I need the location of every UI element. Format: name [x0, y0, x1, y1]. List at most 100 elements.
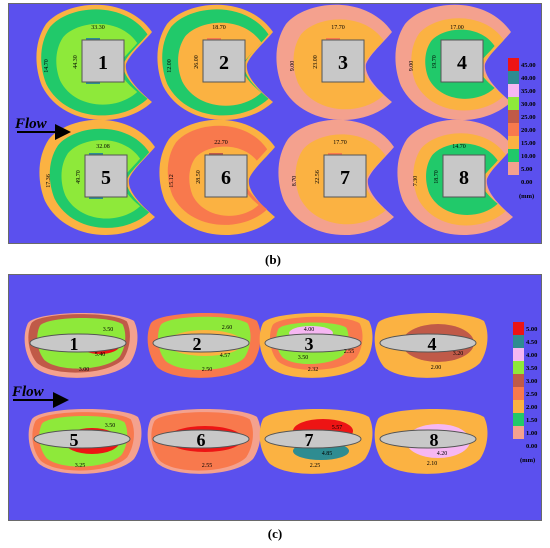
contour-label: 2.00 — [431, 365, 442, 371]
legend-tick: 30.00 — [521, 101, 536, 108]
legend-swatch — [513, 400, 524, 413]
pier-7-group: 7 17.70 8.70 22.56 — [278, 119, 394, 236]
pier-number: 6 — [221, 167, 231, 189]
pier-2-group: 2 2.60 4.57 2.50 — [147, 312, 261, 378]
left-depth-label: 8.70 — [292, 176, 298, 187]
pier-1-group: 1 33.30 14.70 44.30 — [36, 4, 152, 121]
legend-tick: 15.00 — [521, 140, 536, 147]
top-depth-label: 18.70 — [212, 25, 226, 31]
pier-number: 4 — [457, 52, 467, 74]
legend-tick: 40.00 — [521, 75, 536, 82]
left-depth-label: 15.12 — [169, 174, 175, 188]
contour-label: 4.20 — [437, 451, 448, 457]
pier-ellipse — [29, 333, 127, 353]
left-depth-label: 12.00 — [167, 59, 173, 73]
pier-ellipse — [264, 333, 362, 353]
contour-label: 5.57 — [332, 425, 343, 431]
top-depth-label: 32.08 — [96, 144, 110, 150]
pier-ellipse — [379, 429, 477, 449]
left-depth-label: 7.30 — [413, 176, 419, 187]
pier-number: 1 — [70, 334, 79, 354]
legend-c: 5.00 4.50 4.00 3.50 3.00 2.50 2.00 1.50 … — [513, 322, 537, 464]
pier-5-group: 5 3.50 3.25 — [28, 408, 142, 474]
pier-ellipse — [152, 429, 250, 449]
legend-swatch — [513, 387, 524, 400]
panel-c-svg: 1 3.50 5.40 3.00 2 2.60 4.57 2.50 3 4.00… — [11, 312, 537, 474]
contour-label: 4.85 — [322, 451, 333, 457]
inner-depth-label: 49.70 — [76, 170, 82, 184]
contour-label: 3.25 — [75, 463, 86, 469]
pier-ellipse — [264, 429, 362, 449]
legend-tick: 5.00 — [526, 326, 537, 333]
panel-b-svg: 1 33.30 14.70 44.30 2 18.70 12.00 26.00 … — [14, 4, 536, 236]
pier-ellipse — [152, 333, 250, 353]
pier-number: 5 — [101, 167, 111, 189]
inner-depth-label: 22.56 — [315, 170, 321, 184]
panel-b-square-piers: 1 33.30 14.70 44.30 2 18.70 12.00 26.00 … — [8, 3, 542, 244]
pier-number: 5 — [70, 430, 79, 450]
pier-square — [204, 154, 248, 198]
contour-label: 2.25 — [310, 463, 321, 469]
legend-swatch — [513, 413, 524, 426]
legend-swatch — [513, 426, 524, 439]
pier-8-group: 8 14.70 7.30 18.70 — [397, 119, 513, 236]
pier-ellipse — [33, 429, 131, 449]
pier-square — [440, 39, 484, 83]
left-depth-label: 9.00 — [409, 61, 415, 72]
left-depth-label: 14.70 — [44, 59, 50, 73]
contour-label: 3.50 — [103, 327, 114, 333]
legend-swatch — [508, 149, 519, 162]
pier-number: 3 — [338, 52, 348, 74]
legend-tick: 4.50 — [526, 339, 537, 346]
pier-6-group: 6 22.70 15.12 28.50 — [159, 119, 275, 236]
pier-2-group: 2 18.70 12.00 26.00 — [157, 4, 273, 121]
flow-label: Flow — [14, 116, 48, 132]
legend-tick: 10.00 — [521, 153, 536, 160]
pier-3-group: 3 17.70 9.00 23.00 — [276, 4, 392, 121]
legend-unit: (mm) — [519, 193, 534, 200]
legend-swatch — [508, 58, 519, 71]
legend-swatch — [513, 322, 524, 335]
pier-8-group: 8 4.20 2.10 — [374, 408, 488, 474]
legend-swatch — [513, 439, 524, 452]
legend-swatch — [508, 136, 519, 149]
legend-swatch — [508, 162, 519, 175]
legend-tick: 35.00 — [521, 88, 536, 95]
inner-depth-label: 26.00 — [194, 55, 200, 69]
pier-1-group: 1 3.50 5.40 3.00 — [24, 312, 138, 378]
legend-swatch — [508, 175, 519, 188]
pier-number: 2 — [219, 52, 229, 74]
top-depth-label: 17.70 — [333, 140, 347, 146]
legend-swatch — [508, 97, 519, 110]
legend-tick: 0.00 — [521, 179, 532, 186]
legend-swatch — [513, 374, 524, 387]
pier-number: 8 — [459, 167, 469, 189]
pier-number: 4 — [428, 334, 437, 354]
pier-number: 8 — [430, 430, 439, 450]
legend-tick: 5.00 — [521, 166, 532, 173]
inner-depth-label: 19.70 — [432, 55, 438, 69]
inner-depth-label: 28.50 — [196, 170, 202, 184]
legend-tick: 4.00 — [526, 352, 537, 359]
contour-label: 2.50 — [202, 367, 213, 373]
legend-swatch — [508, 84, 519, 97]
pier-square — [321, 39, 365, 83]
caption-c: (c) — [267, 526, 283, 541]
contour-label: 3.20 — [453, 351, 464, 357]
inner-depth-label: 23.00 — [313, 55, 319, 69]
contour-label: 2.10 — [427, 461, 438, 467]
pier-number: 7 — [340, 167, 350, 189]
inner-depth-label: 18.70 — [434, 170, 440, 184]
contour-label: 2.60 — [222, 325, 233, 331]
legend-swatch — [513, 348, 524, 361]
pier-square — [202, 39, 246, 83]
contour-label: 3.50 — [298, 355, 309, 361]
pier-6-group: 6 2.55 — [147, 408, 261, 474]
contour-label: 2.55 — [202, 463, 213, 469]
pier-4-group: 4 3.20 2.00 — [374, 312, 488, 378]
legend-unit: (mm) — [520, 457, 535, 464]
top-depth-label: 17.70 — [331, 25, 345, 31]
panel-c-elliptical-piers: 1 3.50 5.40 3.00 2 2.60 4.57 2.50 3 4.00… — [8, 274, 542, 521]
pier-3-group: 3 4.00 3.50 2.55 2.32 — [259, 312, 373, 378]
pier-number: 6 — [197, 430, 206, 450]
